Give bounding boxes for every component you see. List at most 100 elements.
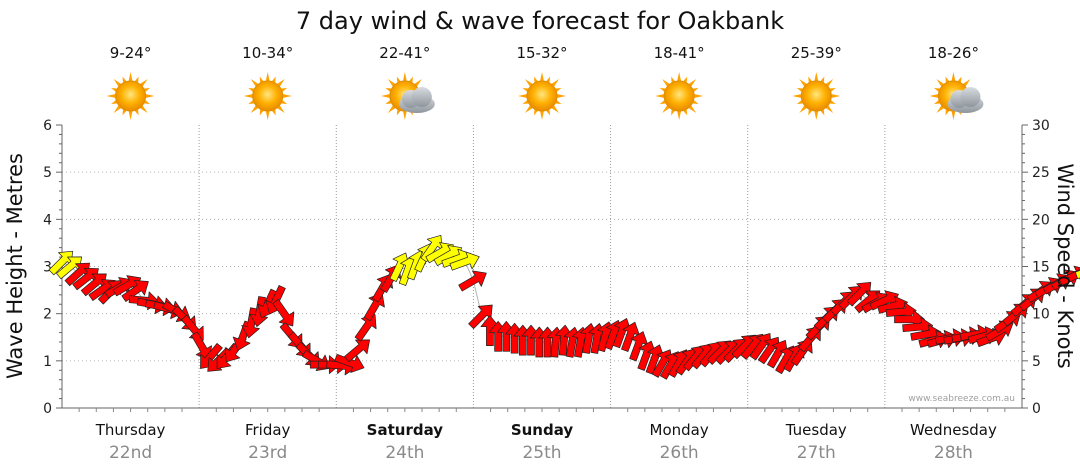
sun-ray (951, 72, 956, 82)
sun-ray (402, 72, 407, 82)
sun-ray (677, 110, 682, 120)
sun-ray (814, 110, 819, 120)
sun-ray (551, 105, 559, 113)
sun-ray (799, 105, 808, 113)
day-date: 28th (934, 443, 973, 463)
sun-ray (276, 105, 285, 113)
wind-arrow (334, 353, 365, 373)
day-date: 26th (660, 443, 699, 463)
y-tick-label: 3 (43, 260, 52, 276)
wind-arrow (449, 251, 480, 271)
sun-ray (380, 94, 390, 98)
sun-cloud-icon (929, 72, 984, 120)
wind-arrow (354, 314, 377, 342)
sun-ray (694, 94, 704, 98)
day-date: 27th (797, 443, 836, 463)
sun-ray (113, 79, 122, 87)
wind-arrow (629, 331, 649, 362)
day-labels: 9-24° Thursday 22nd 10-34° Friday 23rd 22-41° S… (95, 44, 997, 463)
sun-ray (402, 110, 407, 120)
y-axis-label-right: Wind Speed - Knots (1053, 163, 1077, 368)
y2-tick-label: 25 (1032, 165, 1050, 181)
day-name: Tuesday (785, 421, 847, 439)
sun-ray (662, 79, 671, 87)
sun-ray (825, 105, 834, 113)
y2-tick-label: 0 (1032, 401, 1041, 417)
sun-icon (106, 72, 155, 120)
day-date: 22nd (109, 443, 152, 463)
sun-ray (525, 79, 533, 87)
sun-ray (282, 94, 292, 98)
sun-ray (677, 72, 682, 82)
sun-ray (518, 94, 528, 98)
sun-ray (128, 72, 133, 82)
sun-ray (139, 79, 148, 87)
sun-ray (662, 105, 671, 113)
sun-ray (540, 72, 544, 82)
y2-tick-label: 10 (1032, 307, 1050, 323)
temp-range: 15-32° (516, 44, 567, 62)
sun-ray (265, 110, 270, 120)
wind-arrow (458, 270, 487, 292)
temp-range: 9-24° (110, 44, 152, 62)
chart-title: 7 day wind & wave forecast for Oakbank (296, 7, 784, 35)
sun-disc (526, 80, 558, 112)
sun-ray (250, 79, 259, 87)
day-name: Monday (650, 421, 709, 439)
sun-ray (831, 94, 841, 98)
sun-ray (106, 94, 116, 98)
temp-range: 25-39° (791, 44, 842, 62)
sun-ray (387, 105, 396, 113)
sun-ray (139, 105, 148, 113)
y2-tick-label: 5 (1032, 354, 1041, 370)
sun-ray (525, 105, 533, 113)
wind-arrow (846, 281, 872, 307)
temp-range: 22-41° (379, 44, 430, 62)
day-name: Saturday (367, 421, 444, 439)
sun-ray (688, 105, 697, 113)
day-name: Thursday (95, 421, 166, 439)
wind-arrows (48, 234, 1080, 380)
sun-ray (128, 110, 133, 120)
sun-icon (518, 72, 566, 120)
y-tick-label: 0 (43, 401, 52, 417)
sun-ray (276, 79, 285, 87)
sun-icon (792, 72, 841, 120)
y2-tick-label: 20 (1032, 212, 1050, 228)
day-name: Friday (245, 421, 291, 439)
sun-disc (252, 80, 284, 112)
sun-disc (115, 80, 147, 112)
temp-range: 10-34° (242, 44, 293, 62)
wind-arrow (344, 339, 371, 363)
day-date: 25th (522, 443, 561, 463)
sun-ray (951, 110, 956, 120)
y-tick-label: 4 (43, 212, 52, 228)
axes: 0 1 2 3 4 5 6 0 5 10 15 20 25 30 (43, 118, 1050, 417)
y-tick-label: 5 (43, 165, 52, 181)
sun-disc (663, 80, 695, 112)
cloud (398, 87, 435, 113)
sun-ray (556, 94, 566, 98)
day-name: Wednesday (910, 421, 997, 439)
sun-icon (655, 72, 704, 120)
sun-ray (936, 105, 945, 113)
wind-arrow (121, 280, 149, 302)
y-axis-label-left: Wave Height - Metres (3, 153, 27, 379)
sun-cloud-icon (380, 72, 435, 120)
sun-ray (265, 72, 270, 82)
sun-ray (145, 94, 155, 98)
sun-disc (800, 80, 832, 112)
sun-ray (250, 105, 259, 113)
wind-arrow (612, 318, 632, 349)
sun-ray (936, 79, 945, 87)
sun-ray (962, 79, 971, 87)
sun-ray (387, 79, 396, 87)
sun-ray (799, 79, 808, 87)
cloud (947, 87, 984, 113)
wind-arrow (1066, 262, 1080, 283)
y-tick-label: 1 (43, 354, 52, 370)
wind-arrow (621, 321, 640, 352)
y2-tick-label: 15 (1032, 260, 1050, 276)
sun-ray (825, 79, 834, 87)
